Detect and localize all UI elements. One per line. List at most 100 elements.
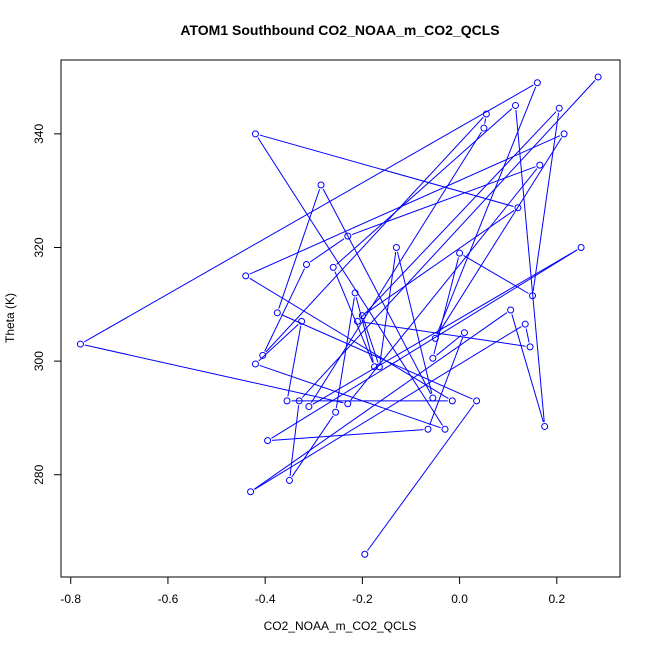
data-point [251,360,259,368]
series-segment [361,321,526,347]
y-tick-label: 340 [32,124,46,144]
series-segment [436,86,537,335]
series-segment [396,251,433,394]
series-segment [437,137,563,335]
data-point [541,422,549,430]
series-segment [253,312,508,490]
data-point [521,320,529,328]
data-point [371,363,379,371]
series-segment [350,168,538,401]
series-segment [484,118,487,124]
data-point [344,232,352,240]
x-axis: -0.8 -0.6 -0.4 -0.2 0.0 0.2 [60,576,565,606]
series-segment [335,297,355,408]
data-point [577,243,585,251]
data-point [317,181,325,189]
x-tick-label: -0.6 [158,592,179,606]
data-point [529,292,537,300]
data-point [247,488,255,496]
series-segment [363,319,379,363]
series-segment [309,238,345,263]
y-axis: 280 300 320 340 [32,124,62,485]
series-segment [254,326,522,490]
x-tick-label: 0.2 [548,592,565,606]
data-point [305,403,313,411]
series-segment [532,112,560,292]
data-point [285,476,293,484]
x-tick-label: -0.2 [352,592,373,606]
data-point [456,249,464,257]
series-segment [525,328,530,343]
data-point [264,437,272,445]
data-point [429,354,437,362]
data-point [533,79,541,87]
data-point [375,363,383,371]
data-point [431,334,439,342]
data-point [361,550,369,558]
data-point [560,130,568,138]
series-segment [334,271,374,363]
x-tick-label: 0.0 [451,592,468,606]
chart-title: ATOM1 Southbound CO2_NOAA_m_CO2_QCLS [180,22,499,38]
data-point [448,397,456,405]
data-point [344,400,352,408]
series-segment [379,251,397,363]
series-segment [365,209,515,314]
data-point [283,397,291,405]
series-segment [301,80,596,398]
x-axis-label: CO2_NOAA_m_CO2_QCLS [264,619,417,633]
plot-frame [60,59,621,578]
series-segment [84,344,344,404]
series-segment [515,109,545,423]
series-segment [436,335,462,356]
series-segment [84,84,534,343]
data-point [358,312,366,320]
data-point [354,317,362,325]
data-point [526,343,534,351]
data-point [473,397,481,405]
series-segment [289,405,300,477]
series-segment [249,135,561,275]
data-series [76,73,602,558]
series-segment [259,364,441,429]
data-point [332,408,340,416]
data-point [329,263,337,271]
data-point [273,309,281,317]
data-point [295,397,303,405]
data-point [392,243,400,251]
y-tick-label: 280 [32,464,46,484]
x-tick-label: -0.8 [60,592,81,606]
data-point [259,351,267,359]
series-segment [258,324,299,362]
data-point [536,161,544,169]
data-point [242,272,250,280]
data-point [441,425,449,433]
data-point [460,329,468,337]
series-segment [278,189,321,309]
series-segment [367,404,475,551]
data-point [507,306,515,314]
data-point [482,110,490,118]
data-point [76,340,84,348]
series-segment [511,314,544,423]
series-segment [360,111,557,319]
data-point [594,73,602,81]
series-segment [429,336,464,426]
series-segment [336,108,513,265]
data-point [480,124,488,132]
series-segment [271,249,578,439]
x-tick-label: -0.4 [255,592,276,606]
data-point [351,289,359,297]
series-segment [291,415,334,477]
series-segment [249,277,449,399]
series-segment [265,116,484,353]
series-segment [272,429,424,441]
y-axis-label: Theta (K) [3,293,17,343]
series-segment [322,188,432,395]
data-point [424,425,432,433]
series-segment [257,137,443,426]
data-point [511,101,519,109]
data-point [251,130,259,138]
data-point [302,261,310,269]
